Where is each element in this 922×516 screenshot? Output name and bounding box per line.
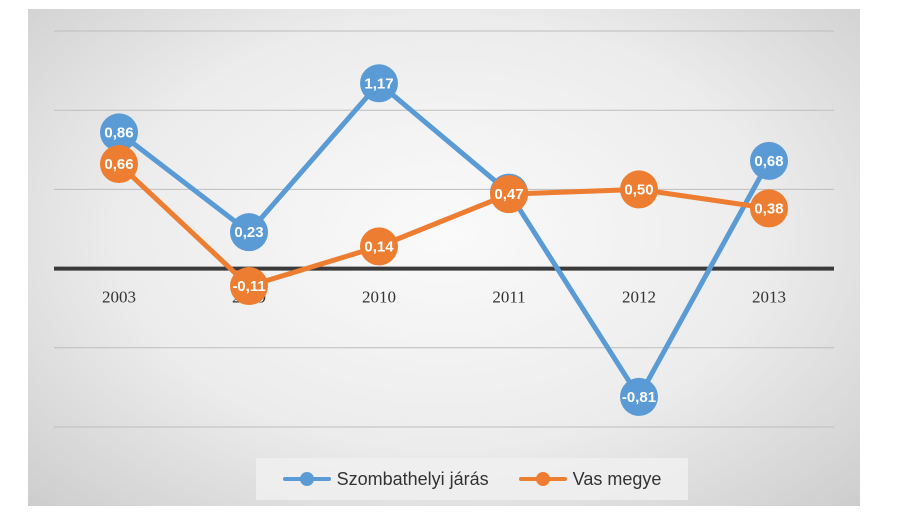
data-label: 0,66 [104, 156, 133, 173]
chart-area: 200320092010201120122013 0,860,231,170,4… [28, 9, 860, 506]
data-point [490, 175, 528, 214]
series-lines: 0,860,231,170,48-0,810,680,66-0,110,140,… [100, 64, 788, 416]
data-label: 0,47 [494, 186, 523, 203]
data-label: 0,14 [364, 238, 394, 255]
legend: Szombathelyi járás Vas megye [256, 458, 688, 500]
data-point [620, 170, 658, 209]
data-label: 0,38 [754, 200, 783, 217]
x-tick-label: 2003 [102, 288, 136, 307]
legend-label: Szombathelyi járás [336, 468, 489, 489]
data-point [100, 145, 138, 184]
x-tick-label: 2012 [622, 288, 656, 307]
data-label: 0,50 [624, 181, 653, 198]
data-point [360, 64, 398, 103]
data-point [750, 189, 788, 228]
x-tick-label: 2013 [752, 288, 786, 307]
data-label: 0,68 [754, 153, 783, 170]
x-tick-label: 2010 [362, 288, 396, 307]
line-chart: 200320092010201120122013 0,860,231,170,4… [54, 30, 834, 428]
legend-marker-blue [282, 472, 331, 486]
series-line [116, 80, 772, 400]
data-label: 0,23 [234, 224, 263, 241]
legend-item-szombathelyi: Szombathelyi járás [282, 468, 489, 490]
data-label: 0,86 [104, 124, 133, 141]
data-point [230, 267, 268, 306]
data-point [360, 227, 398, 266]
data-label: -0,11 [232, 278, 265, 295]
data-point [100, 113, 138, 152]
data-label: -0,81 [622, 389, 656, 406]
x-tick-label: 2011 [492, 288, 525, 307]
legend-item-vas-megye: Vas megye [518, 468, 662, 490]
legend-marker-orange [518, 472, 567, 486]
data-label: 1,17 [364, 75, 393, 92]
gridlines [54, 30, 834, 428]
series-line [116, 161, 772, 289]
data-point [750, 141, 788, 180]
legend-label: Vas megye [572, 468, 662, 489]
data-point [620, 377, 658, 416]
data-point [230, 213, 268, 252]
x-tick-labels: 200320092010201120122013 [102, 288, 786, 307]
